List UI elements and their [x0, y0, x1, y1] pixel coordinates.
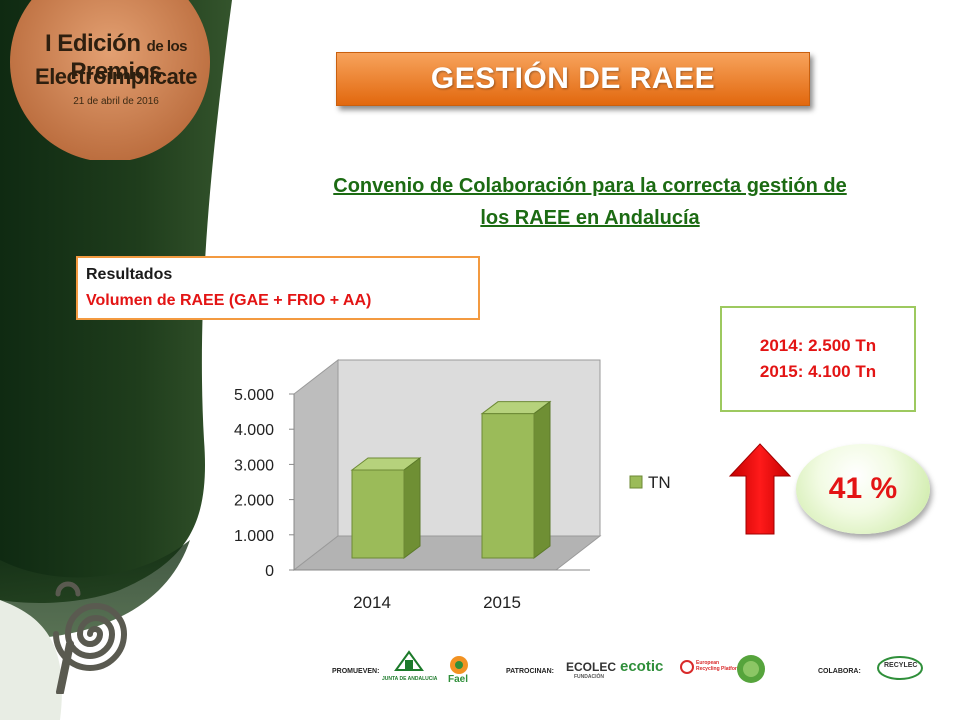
chart-y-tick-label: 0 [265, 563, 274, 580]
value-2015: 2015: 4.100 Tn [759, 362, 877, 381]
results-heading: Resultados [86, 266, 173, 283]
chart-bar-side [403, 457, 421, 559]
chart-y-tick-label: 2.000 [234, 493, 274, 510]
subtitle-line2: los RAEE en Andalucía [480, 207, 700, 229]
recylec-logo-icon [877, 656, 923, 680]
chart-y-tick-label: 1.000 [234, 528, 274, 545]
event-badge: I Edición de los Premios Electroimplícat… [6, 0, 214, 162]
badge-circle [10, 0, 210, 162]
badge-date: 21 de abril de 2016 [73, 96, 159, 107]
footer-logos: PROMUEVEN: JUNTA DE ANDALUCIA Fael PATRO… [330, 648, 930, 692]
logo-erp-text: European Recycling Platform [696, 660, 742, 672]
erp-logo-icon [680, 660, 694, 674]
chart-y-tick-label: 4.000 [234, 422, 274, 439]
label-patrocinan: PATROCINAN: [506, 668, 554, 675]
chart-legend-swatch [629, 475, 643, 489]
results-box: Resultados Volumen de RAEE (GAE + FRIO +… [76, 256, 480, 320]
up-arrow-icon [728, 443, 792, 535]
chart-side-wall [293, 358, 339, 572]
chart-floor [292, 535, 602, 571]
label-colabora: COLABORA: [818, 668, 861, 675]
percentage-badge: 41 % [796, 444, 930, 534]
logo-ecolec-sub: FUNDACIÓN [574, 674, 604, 680]
logo-recylec-text: RECYLEC [884, 662, 918, 669]
logo-fael-text: Fael [448, 674, 469, 685]
chart-x-tick-label: 2014 [353, 593, 391, 612]
junta-andalucia-logo-icon [394, 650, 424, 671]
chart-bar [481, 413, 535, 559]
spiral-logo-icon [53, 581, 128, 694]
fael-logo-icon [450, 656, 468, 674]
results-subheading: Volumen de RAEE (GAE + FRIO + AA) [86, 292, 372, 309]
logo-ecolec-text: ECOLEC [566, 660, 617, 674]
value-2014: 2014: 2.500 Tn [759, 336, 877, 355]
logo-junta-text: JUNTA DE ANDALUCIA [382, 676, 438, 682]
title-banner: GESTIÓN DE RAEE [336, 52, 810, 106]
page-title: GESTIÓN DE RAEE [430, 62, 716, 95]
chart-bar-side [533, 400, 551, 559]
chart-legend-label: TN [648, 473, 671, 492]
chart-y-tick-label: 3.000 [234, 457, 274, 474]
logo-ecotic-text: ecotic [620, 658, 664, 675]
chart-x-tick-label: 2015 [483, 593, 521, 612]
label-promueven: PROMUEVEN: [332, 668, 380, 675]
subtitle: Convenio de Colaboración para la correct… [270, 170, 910, 234]
badge-line1: I Edición de los Premios [44, 30, 188, 85]
subtitle-line1: Convenio de Colaboración para la correct… [333, 175, 847, 197]
chart-bar [351, 469, 405, 559]
percentage-value: 41 % [828, 472, 898, 505]
green-seal-logo-icon [737, 655, 765, 683]
values-box: 2014: 2.500 Tn 2015: 4.100 Tn [720, 306, 916, 412]
badge-line2: Electroimplícate [35, 64, 197, 89]
chart-y-tick-label: 5.000 [234, 387, 274, 404]
bar-chart: 0 1.000 2.000 3.000 4.000 5.000 2014 2015 TN [234, 358, 671, 612]
